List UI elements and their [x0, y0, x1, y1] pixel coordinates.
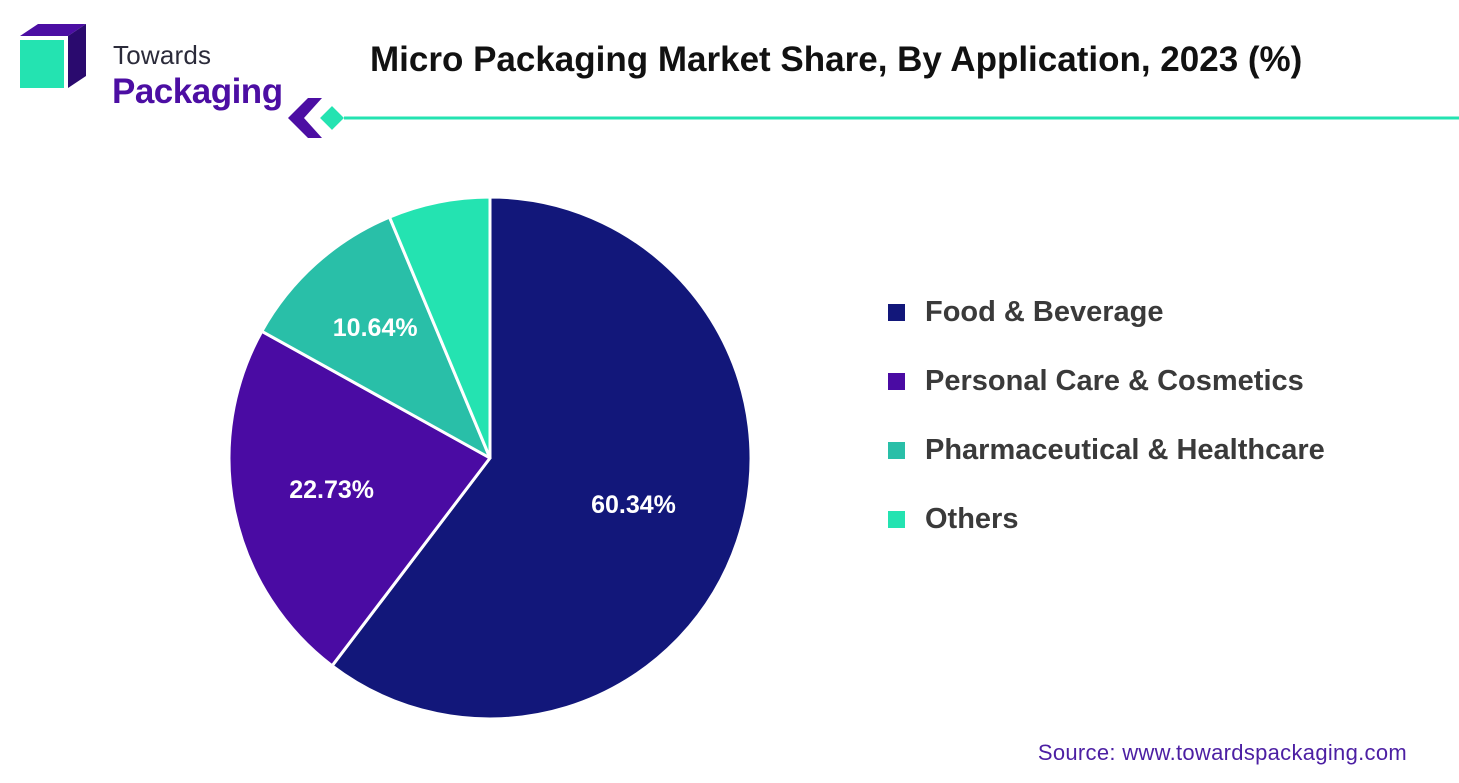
slice-value-label: 6.29%	[397, 180, 468, 184]
legend-label: Others	[925, 502, 1019, 535]
legend-item-pharma: Pharmaceutical & Healthcare	[888, 432, 1325, 468]
legend-item-personal-care: Personal Care & Cosmetics	[888, 363, 1325, 399]
pie-slice-pharmaceutical-healthcare	[260, 215, 492, 460]
cube-icon	[20, 24, 86, 88]
legend-swatch	[888, 441, 905, 459]
brand-name-top: Towards	[113, 40, 212, 70]
chevron-left-icon	[288, 98, 322, 138]
source-note: Source: www.towardspackaging.com	[1037, 740, 1407, 765]
legend-swatch	[888, 303, 905, 321]
legend-swatch	[888, 510, 905, 528]
slice-value-label: 60.34%	[591, 491, 676, 519]
header-divider	[288, 98, 1459, 138]
pie-slice-personal-care-cosmetics	[227, 329, 492, 668]
diamond-icon	[315, 101, 349, 135]
pie-chart: 60.34% 22.73% 10.64% 6.29%	[227, 180, 753, 721]
slice-value-label: 10.64%	[333, 314, 418, 342]
legend: Food & Beverage Personal Care & Cosmetic…	[888, 294, 1325, 570]
pie-slice-food-beverage	[330, 195, 753, 721]
legend-label: Personal Care & Cosmetics	[925, 364, 1304, 397]
legend-item-food-beverage: Food & Beverage	[888, 294, 1325, 330]
slice-value-label: 22.73%	[289, 476, 374, 504]
chart-title: Micro Packaging Market Share, By Applica…	[370, 40, 1303, 79]
legend-swatch	[888, 372, 905, 390]
legend-item-others: Others	[888, 501, 1325, 537]
legend-label: Pharmaceutical & Healthcare	[925, 433, 1325, 466]
legend-label: Food & Beverage	[925, 295, 1164, 328]
brand-logo: Towards Packaging	[16, 18, 286, 111]
pie-slice-others	[388, 195, 492, 460]
brand-name-bottom: Packaging	[112, 72, 283, 111]
